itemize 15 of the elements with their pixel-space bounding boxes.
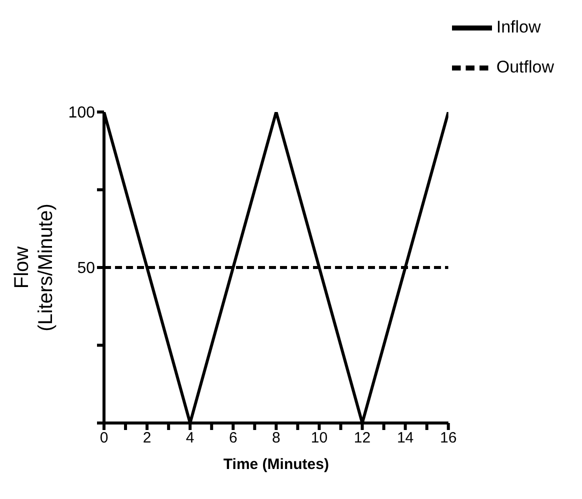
x-tick-label: 8: [272, 430, 280, 447]
x-axis-title: Time (Minutes): [223, 456, 329, 473]
legend-label: Inflow: [496, 17, 541, 36]
y-tick-label: 100: [68, 104, 96, 122]
x-tick-label: 16: [440, 430, 457, 447]
legend-label: Outflow: [496, 57, 554, 76]
x-tick-label: 14: [396, 430, 414, 447]
x-tick-label: 4: [186, 430, 194, 447]
x-tick-label: 6: [228, 430, 238, 447]
x-tick-label: 10: [310, 430, 328, 447]
x-tick-label: 2: [142, 430, 152, 447]
y-axis-title: Flow (Liters/Minute): [11, 204, 57, 332]
x-tick-label: 0: [100, 430, 108, 447]
y-tick-label: 50: [77, 260, 96, 278]
x-tick-label: 12: [354, 430, 371, 447]
